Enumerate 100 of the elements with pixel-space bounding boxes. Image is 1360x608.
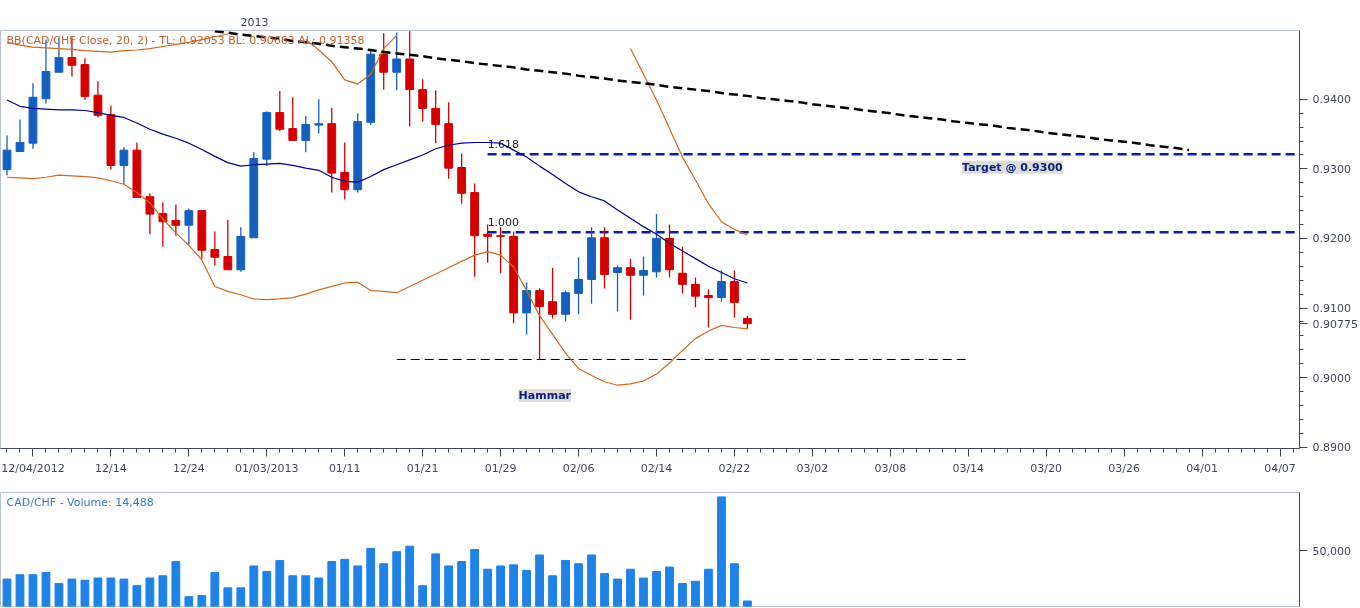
bar — [444, 565, 454, 607]
x-tick-label: 12/04/2012 — [1, 461, 65, 475]
candlestick — [535, 287, 544, 361]
bar — [405, 545, 415, 607]
bar — [704, 568, 713, 607]
bar — [41, 572, 51, 607]
bar — [548, 575, 557, 607]
bar — [327, 561, 337, 607]
candlestick — [340, 141, 350, 201]
candlestick — [678, 246, 687, 295]
candlestick — [223, 219, 233, 271]
bar — [600, 573, 609, 607]
x-tick-label: 03/02 — [796, 461, 829, 475]
bar — [470, 549, 480, 607]
x-tick-label: 04/07 — [1264, 461, 1296, 475]
bar — [171, 561, 181, 607]
candlestick — [15, 118, 25, 153]
bar — [691, 580, 700, 607]
bar — [418, 585, 428, 607]
candlestick — [561, 289, 570, 322]
bar — [54, 582, 64, 607]
bar — [197, 595, 207, 607]
candlestick — [639, 255, 648, 297]
line-series — [6, 174, 749, 386]
bar — [28, 574, 38, 607]
bar — [366, 547, 376, 607]
bar — [457, 561, 467, 607]
x-tick-label: 01/03/2013 — [235, 461, 299, 475]
bar — [132, 585, 142, 607]
annotation: Target @ 0.9300 — [962, 160, 1064, 174]
y-tick-label: 0.9400 — [1312, 93, 1351, 107]
text: 2013 — [240, 15, 269, 29]
candlestick — [275, 90, 285, 132]
chart-title: CAD/CHF - Volume: 14,488 — [6, 495, 154, 509]
candlestick — [522, 281, 531, 336]
bar — [262, 570, 272, 607]
candlestick — [704, 288, 713, 329]
bar — [717, 496, 726, 607]
bar — [379, 563, 389, 607]
bar — [67, 578, 77, 607]
y-tick-label: 0.9300 — [1312, 162, 1351, 176]
bar — [223, 587, 233, 607]
x-tick-label: 03/08 — [874, 461, 907, 475]
candlestick — [431, 89, 441, 144]
bar — [340, 558, 350, 607]
x-tick-label: 02/14 — [640, 461, 673, 475]
y-tick-label: 0.90775 — [1312, 317, 1358, 331]
bar — [665, 566, 674, 607]
x-tick-label: 03/26 — [1108, 461, 1140, 475]
bar — [314, 577, 324, 607]
bar — [509, 564, 518, 607]
candlestick — [392, 31, 402, 91]
candlestick — [119, 146, 129, 185]
bar — [587, 554, 596, 607]
bar — [2, 578, 12, 607]
bar — [93, 577, 103, 607]
candlestick — [171, 203, 181, 237]
bar — [626, 568, 635, 607]
candlestick — [691, 276, 700, 308]
candlestick — [717, 269, 726, 303]
bar — [613, 578, 622, 607]
annotation: Hammar — [518, 388, 572, 402]
text: 50,000 — [1312, 544, 1351, 558]
candlestick — [93, 80, 103, 119]
annotation: 1.000 — [487, 216, 520, 230]
bar — [639, 577, 648, 607]
candlestick — [184, 207, 194, 247]
bar — [730, 563, 739, 607]
bar — [574, 563, 583, 607]
y-tick-label: 0.9200 — [1312, 232, 1351, 246]
candlestick — [301, 115, 311, 153]
candlestick — [730, 269, 739, 319]
bar — [431, 553, 441, 607]
x-tick-label: 02/06 — [562, 461, 595, 475]
bar — [184, 596, 194, 607]
x-tick-label: 01/29 — [484, 461, 517, 475]
x-tick-label: 03/20 — [1030, 461, 1063, 475]
bar — [353, 565, 363, 607]
bar — [106, 577, 116, 607]
candlestick — [2, 134, 12, 176]
candlestick — [418, 78, 428, 123]
bar — [561, 559, 570, 607]
bar — [743, 600, 752, 607]
y-tick-label: 0.9100 — [1312, 302, 1351, 316]
bar — [145, 577, 155, 607]
x-tick-label: 01/21 — [406, 461, 439, 475]
bar — [158, 575, 168, 607]
bar — [678, 582, 687, 607]
candlestick — [145, 192, 155, 235]
bar — [15, 574, 25, 607]
bar — [119, 578, 129, 607]
x-tick-label: 01/11 — [328, 461, 361, 475]
x-tick-label: 02/22 — [718, 461, 751, 475]
y-tick-label: 0.8900 — [1312, 441, 1351, 455]
y-tick-label: 0.9000 — [1312, 371, 1351, 385]
bar — [80, 579, 90, 607]
bar — [522, 569, 531, 607]
candlestick — [314, 98, 324, 135]
x-tick-label: 04/01 — [1186, 461, 1218, 475]
bar — [652, 570, 661, 607]
